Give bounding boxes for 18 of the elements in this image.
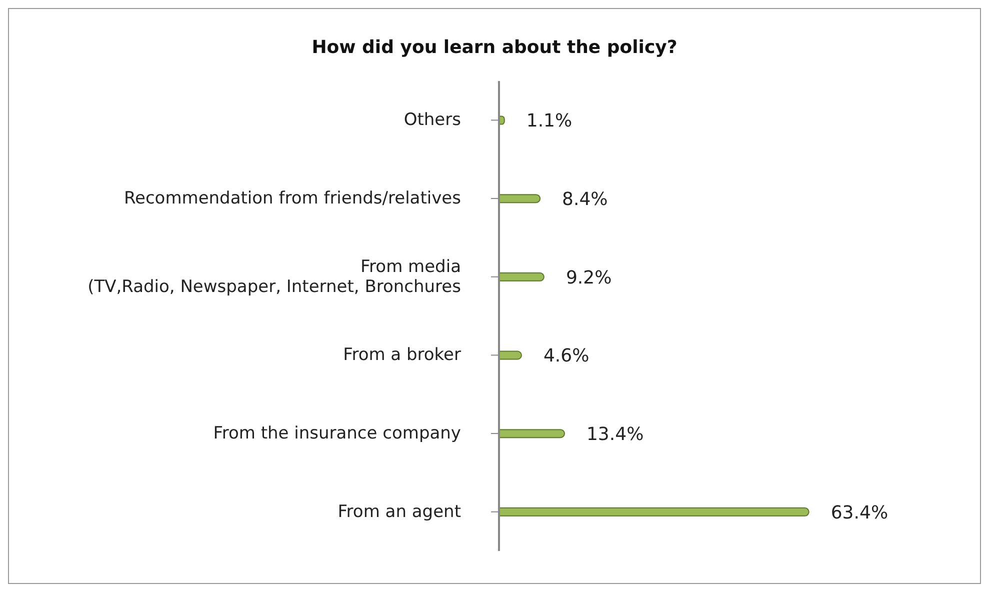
data-label: 13.4% [586, 424, 644, 445]
bar [498, 507, 810, 516]
y-tick-label: From a broker [343, 344, 462, 365]
data-label: 4.6% [543, 346, 590, 367]
data-label: 9.2% [566, 267, 612, 288]
bar [498, 350, 522, 360]
y-tick-label: From an agent [338, 501, 462, 522]
chart-title: How did you learn about the policy? [310, 37, 678, 60]
bar [498, 429, 565, 438]
y-tick-label: Others [404, 110, 462, 130]
y-tick-label: From the insurance company [213, 423, 461, 444]
data-label: 63.4% [830, 502, 888, 524]
bar [498, 194, 541, 204]
data-label: 1.1% [526, 110, 572, 132]
y-tick-label: Recommendation from friends/relatives [124, 188, 462, 208]
data-label: 8.4% [562, 188, 608, 210]
bar [498, 272, 544, 282]
y-tick-label: From media (TV,Radio, Newspaper, Internet, Bronchures [88, 256, 462, 296]
